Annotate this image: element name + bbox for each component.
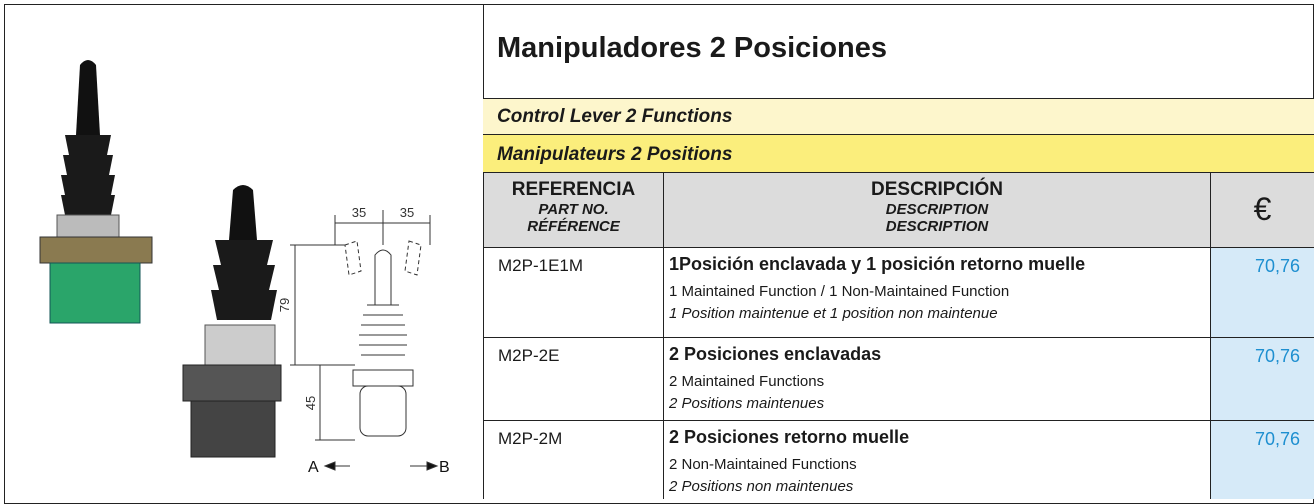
description-en: 2 Non-Maintained Functions <box>669 456 857 473</box>
price: 70,76 <box>1210 247 1314 337</box>
part-number: M2P-2E <box>483 337 663 420</box>
description: 2 Posiciones enclavadas 2 Maintained Func… <box>663 337 1210 420</box>
title: Manipuladores 2 Posiciones <box>497 32 887 64</box>
dimension-label: 45 <box>303 396 318 410</box>
description-es: 2 Posiciones enclavadas <box>669 344 882 364</box>
description-fr: 2 Positions maintenues <box>669 395 825 412</box>
part-number: M2P-2M <box>483 420 663 499</box>
description-en: 1 Maintained Function / 1 Non-Maintained… <box>669 283 1010 300</box>
dimension-label: 79 <box>277 298 292 312</box>
header-es: DESCRIPCIÓN <box>871 179 1003 200</box>
header-fr: DESCRIPTION <box>885 218 989 235</box>
header-en: PART NO. <box>538 201 609 218</box>
column-header: € <box>1210 172 1314 247</box>
dimension-label: 35 <box>352 205 366 220</box>
subtitle: Control Lever 2 Functions <box>483 98 1314 134</box>
price: 70,76 <box>1210 337 1314 420</box>
description: 1Posición enclavada y 1 posición retorno… <box>663 247 1210 337</box>
description: 2 Posiciones retorno muelle 2 Non-Maintai… <box>663 420 1210 499</box>
description-fr: 1 Position maintenue et 1 position non m… <box>669 305 998 322</box>
price: 70,76 <box>1210 420 1314 499</box>
dimension-label: 35 <box>400 205 414 220</box>
description-fr: 2 Positions non maintenues <box>669 478 854 495</box>
column-header: REFERENCIA PART NO. RÉFÉRENCE <box>483 172 663 247</box>
description-es: 2 Posiciones retorno muelle <box>669 427 910 447</box>
subtitle: Manipulateurs 2 Positions <box>483 134 1314 172</box>
header-es: REFERENCIA <box>511 179 636 200</box>
header-en: DESCRIPTION <box>885 201 989 218</box>
description-en: 2 Maintained Functions <box>669 373 825 390</box>
direction-label: B <box>439 459 450 476</box>
product-images: 35 35 79 45 A B <box>39 60 450 476</box>
description-es: 1Posición enclavada y 1 posición retorno… <box>669 254 1086 274</box>
header-fr: RÉFÉRENCE <box>527 218 620 235</box>
column-header: DESCRIPCIÓN DESCRIPTION DESCRIPTION <box>663 172 1210 247</box>
direction-label: A <box>308 459 319 476</box>
part-number: M2P-1E1M <box>483 247 663 337</box>
